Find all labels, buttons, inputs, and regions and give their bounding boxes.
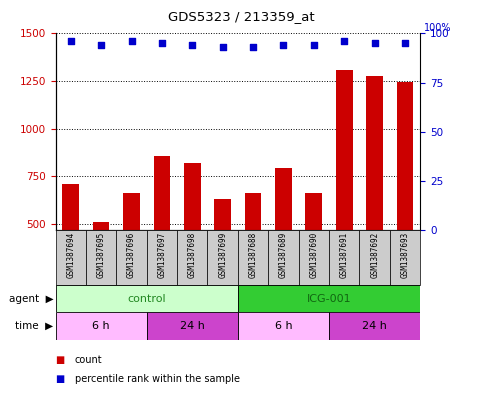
Bar	[184, 163, 200, 230]
Bar	[366, 76, 383, 230]
Text: 24 h: 24 h	[180, 321, 205, 331]
Bar	[238, 230, 268, 285]
Text: GSM1387696: GSM1387696	[127, 231, 136, 278]
Bar	[147, 230, 177, 285]
Bar	[329, 230, 359, 285]
Bar	[390, 230, 420, 285]
Text: GSM1387693: GSM1387693	[400, 231, 410, 278]
Bar	[268, 230, 298, 285]
Bar	[238, 312, 329, 340]
Bar	[154, 156, 170, 230]
Point	[341, 38, 348, 44]
Bar	[147, 312, 238, 340]
Text: agent  ▶: agent ▶	[9, 294, 53, 304]
Point	[188, 42, 196, 48]
Point	[97, 42, 105, 48]
Bar	[123, 193, 140, 230]
Bar	[359, 230, 390, 285]
Bar	[245, 193, 261, 230]
Bar	[62, 184, 79, 230]
Bar	[214, 199, 231, 230]
Text: ■: ■	[56, 354, 65, 365]
Bar	[275, 168, 292, 230]
Text: GSM1387689: GSM1387689	[279, 231, 288, 278]
Point	[401, 40, 409, 46]
Text: GSM1387694: GSM1387694	[66, 231, 75, 278]
Text: 100%: 100%	[424, 24, 451, 33]
Point	[310, 42, 318, 48]
Bar	[305, 193, 322, 230]
Text: GSM1387688: GSM1387688	[249, 231, 257, 278]
Text: ICG-001: ICG-001	[307, 294, 351, 304]
Text: 24 h: 24 h	[362, 321, 387, 331]
Bar	[298, 230, 329, 285]
Text: ■: ■	[56, 374, 65, 384]
Point	[280, 42, 287, 48]
Bar	[56, 285, 238, 312]
Bar	[208, 230, 238, 285]
Point	[219, 44, 227, 50]
Bar	[93, 222, 110, 230]
Point	[128, 38, 135, 44]
Bar	[397, 82, 413, 230]
Text: time  ▶: time ▶	[15, 321, 53, 331]
Bar	[238, 285, 420, 312]
Text: GSM1387691: GSM1387691	[340, 231, 349, 278]
Text: percentile rank within the sample: percentile rank within the sample	[75, 374, 240, 384]
Text: control: control	[128, 294, 166, 304]
Text: 6 h: 6 h	[92, 321, 110, 331]
Text: GSM1387695: GSM1387695	[97, 231, 106, 278]
Text: GSM1387698: GSM1387698	[188, 231, 197, 278]
Text: GSM1387692: GSM1387692	[370, 231, 379, 278]
Bar	[116, 230, 147, 285]
Text: 6 h: 6 h	[275, 321, 292, 331]
Bar	[177, 230, 208, 285]
Text: GSM1387697: GSM1387697	[157, 231, 167, 278]
Point	[249, 44, 257, 50]
Bar	[56, 230, 86, 285]
Bar	[86, 230, 116, 285]
Point	[371, 40, 379, 46]
Point	[67, 38, 74, 44]
Point	[158, 40, 166, 46]
Text: GSM1387699: GSM1387699	[218, 231, 227, 278]
Bar	[336, 70, 353, 230]
Text: GSM1387690: GSM1387690	[309, 231, 318, 278]
Text: GDS5323 / 213359_at: GDS5323 / 213359_at	[168, 10, 315, 23]
Bar	[56, 312, 147, 340]
Text: count: count	[75, 354, 102, 365]
Bar	[329, 312, 420, 340]
